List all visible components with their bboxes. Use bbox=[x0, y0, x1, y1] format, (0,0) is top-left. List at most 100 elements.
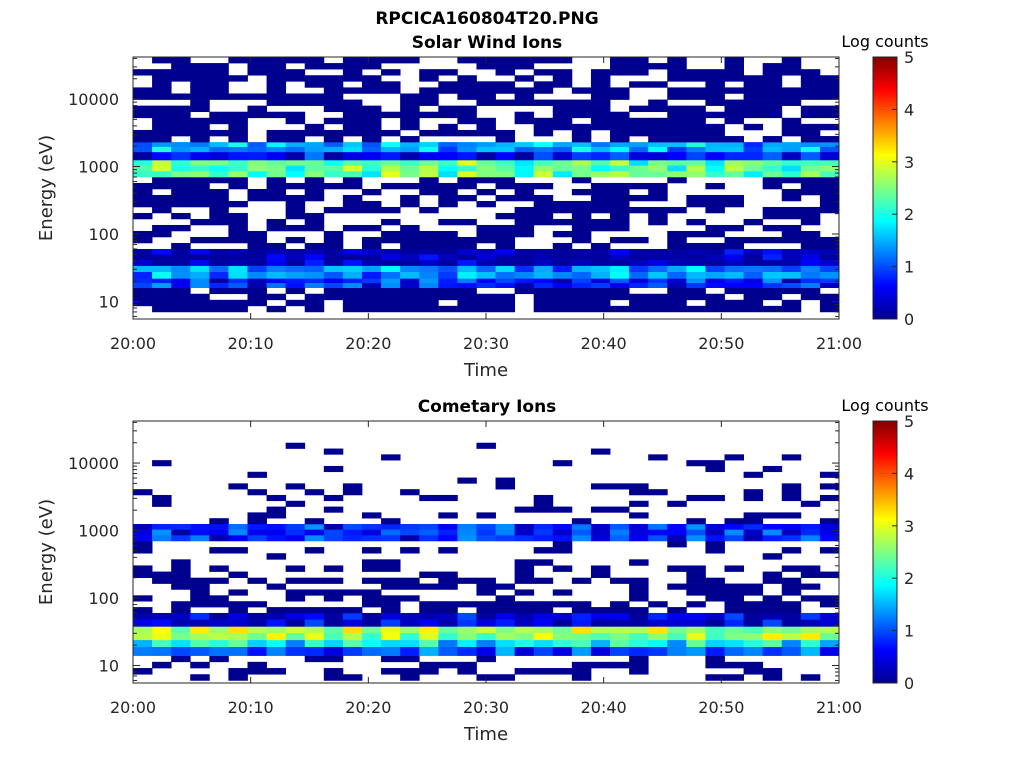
heatmap-cell bbox=[590, 260, 611, 266]
heatmap-cell bbox=[552, 159, 573, 166]
heatmap-cell bbox=[590, 254, 611, 261]
heatmap-cell bbox=[781, 626, 802, 634]
heatmap-cell bbox=[667, 305, 687, 313]
heatmap-cell bbox=[476, 278, 496, 284]
heatmap-cell bbox=[495, 159, 516, 166]
heatmap-cell bbox=[209, 254, 229, 261]
heatmap-cell bbox=[209, 639, 229, 647]
heatmap-cell bbox=[285, 194, 306, 202]
heatmap-cell bbox=[190, 577, 210, 584]
heatmap-cell bbox=[533, 194, 554, 202]
heatmap-cell bbox=[514, 529, 535, 536]
heatmap-cell bbox=[400, 117, 420, 125]
heatmap-cell bbox=[304, 612, 325, 620]
heatmap-cell bbox=[419, 75, 439, 82]
heatmap-cell bbox=[152, 254, 172, 261]
heatmap-cell bbox=[304, 535, 325, 542]
heatmap-cell bbox=[648, 151, 668, 161]
heatmap-cell bbox=[705, 293, 725, 301]
heatmap-cell bbox=[361, 589, 382, 596]
heatmap-cell bbox=[342, 299, 363, 307]
heatmap-cell bbox=[743, 299, 764, 307]
heatmap-cell bbox=[342, 612, 363, 620]
heatmap-cell bbox=[800, 236, 821, 244]
heatmap-cell bbox=[419, 248, 439, 255]
heatmap-cell bbox=[705, 674, 725, 681]
heatmap-cell bbox=[381, 535, 401, 542]
heatmap-cell bbox=[819, 194, 840, 202]
heatmap-cell bbox=[590, 242, 611, 250]
heatmap-cell bbox=[571, 99, 592, 106]
heatmap-cell bbox=[686, 287, 706, 295]
heatmap-cell bbox=[266, 63, 287, 70]
heatmap-cell bbox=[533, 182, 554, 190]
heatmap-cell bbox=[533, 81, 554, 88]
heatmap-cell bbox=[171, 272, 191, 279]
heatmap-cell bbox=[610, 535, 630, 542]
heatmap-cell bbox=[705, 182, 725, 190]
heatmap-cell bbox=[724, 565, 744, 572]
heatmap-cell bbox=[438, 123, 458, 131]
heatmap-cell bbox=[247, 535, 267, 542]
heatmap-cell bbox=[171, 523, 191, 530]
heatmap-cell bbox=[247, 194, 267, 202]
heatmap-cell bbox=[323, 117, 344, 125]
heatmap-cell bbox=[571, 87, 592, 94]
heatmap-cell bbox=[323, 159, 344, 166]
heatmap-cell bbox=[457, 146, 477, 153]
y-tick-label: 10000 bbox=[68, 90, 119, 109]
heatmap-cell bbox=[743, 75, 764, 82]
heatmap-cell bbox=[438, 151, 458, 161]
heatmap-cell bbox=[209, 547, 229, 554]
heatmap-cell bbox=[228, 224, 248, 232]
heatmap-cell bbox=[247, 171, 267, 178]
heatmap-cell bbox=[381, 254, 401, 261]
heatmap-cell bbox=[743, 668, 764, 675]
heatmap-cell bbox=[686, 242, 706, 250]
heatmap-cell bbox=[457, 601, 477, 608]
heatmap-cell bbox=[457, 218, 477, 226]
heatmap-cell bbox=[495, 583, 516, 590]
colorbar-tick-label: 3 bbox=[904, 517, 914, 536]
heatmap-cell bbox=[190, 117, 210, 125]
heatmap-cell bbox=[476, 159, 496, 166]
heatmap-cell bbox=[400, 619, 420, 627]
heatmap-cell bbox=[361, 111, 382, 119]
heatmap-cell bbox=[667, 283, 687, 289]
heatmap-cell bbox=[438, 601, 458, 608]
heatmap-cell bbox=[342, 165, 363, 172]
heatmap-cell bbox=[629, 589, 649, 596]
heatmap-cell bbox=[304, 224, 325, 232]
heatmap-cell bbox=[667, 565, 687, 572]
colorbar-tick-label: 0 bbox=[904, 310, 914, 329]
heatmap-cell bbox=[552, 105, 573, 113]
heatmap-cell bbox=[266, 553, 287, 560]
heatmap-cell bbox=[495, 87, 516, 94]
heatmap-cell bbox=[209, 69, 229, 76]
heatmap-cell bbox=[610, 633, 630, 641]
heatmap-cell bbox=[285, 142, 306, 148]
heatmap-cell bbox=[152, 81, 172, 88]
heatmap-cell bbox=[705, 646, 725, 656]
heatmap-cell bbox=[381, 565, 401, 572]
heatmap-cell bbox=[610, 646, 630, 656]
heatmap-cell bbox=[285, 129, 306, 137]
heatmap-cell bbox=[152, 129, 172, 137]
heatmap-cell bbox=[457, 529, 477, 536]
heatmap-cell bbox=[171, 171, 191, 178]
heatmap-cell bbox=[571, 668, 592, 675]
heatmap-cell bbox=[686, 565, 706, 572]
heatmap-cell bbox=[667, 129, 687, 137]
heatmap-cell bbox=[667, 171, 687, 178]
heatmap-cell bbox=[152, 248, 172, 255]
heatmap-cell bbox=[247, 272, 267, 279]
heatmap-cell bbox=[610, 293, 630, 301]
heatmap-cell bbox=[361, 117, 382, 125]
heatmap-cell bbox=[495, 278, 516, 284]
heatmap-cell bbox=[400, 99, 420, 106]
heatmap-cell bbox=[476, 589, 496, 596]
heatmap-cell bbox=[457, 523, 477, 530]
y-tick-label: 100 bbox=[88, 225, 119, 244]
heatmap-cell bbox=[495, 142, 516, 148]
